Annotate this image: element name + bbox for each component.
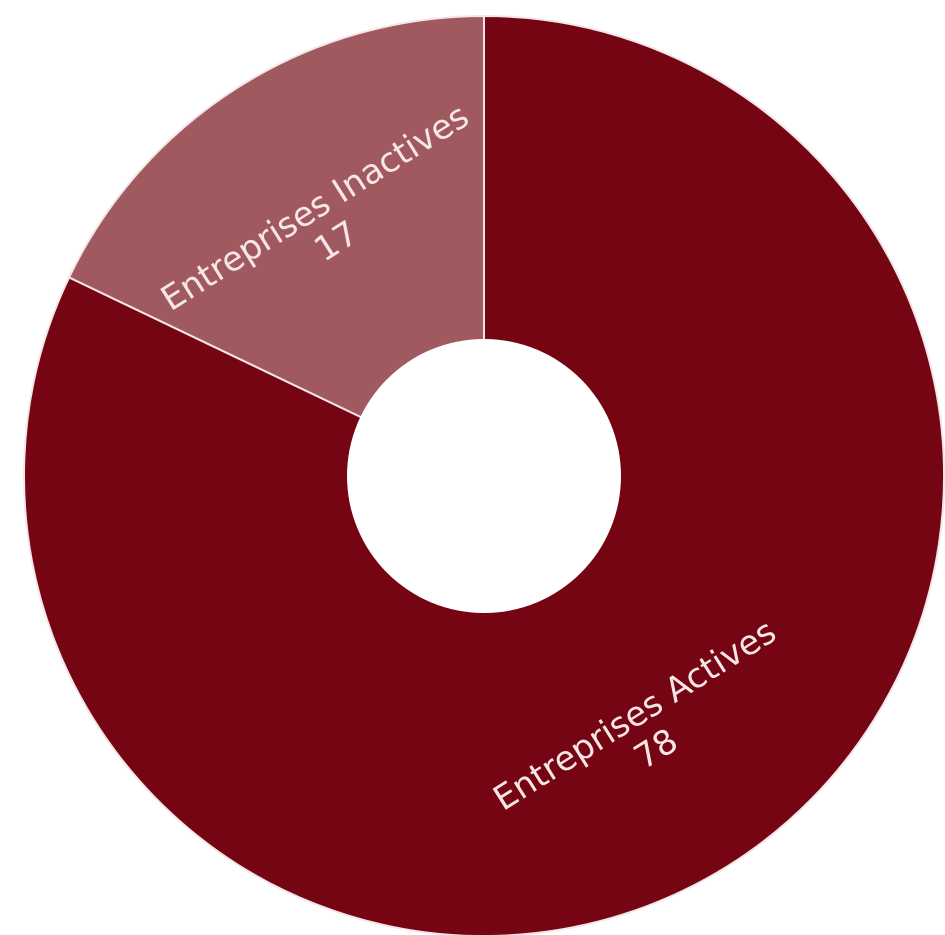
slice-entreprises-inactives bbox=[67, 14, 485, 478]
slice-entreprises-actives bbox=[23, 14, 945, 935]
donut-hole bbox=[347, 339, 621, 613]
slices-layer bbox=[23, 14, 945, 935]
